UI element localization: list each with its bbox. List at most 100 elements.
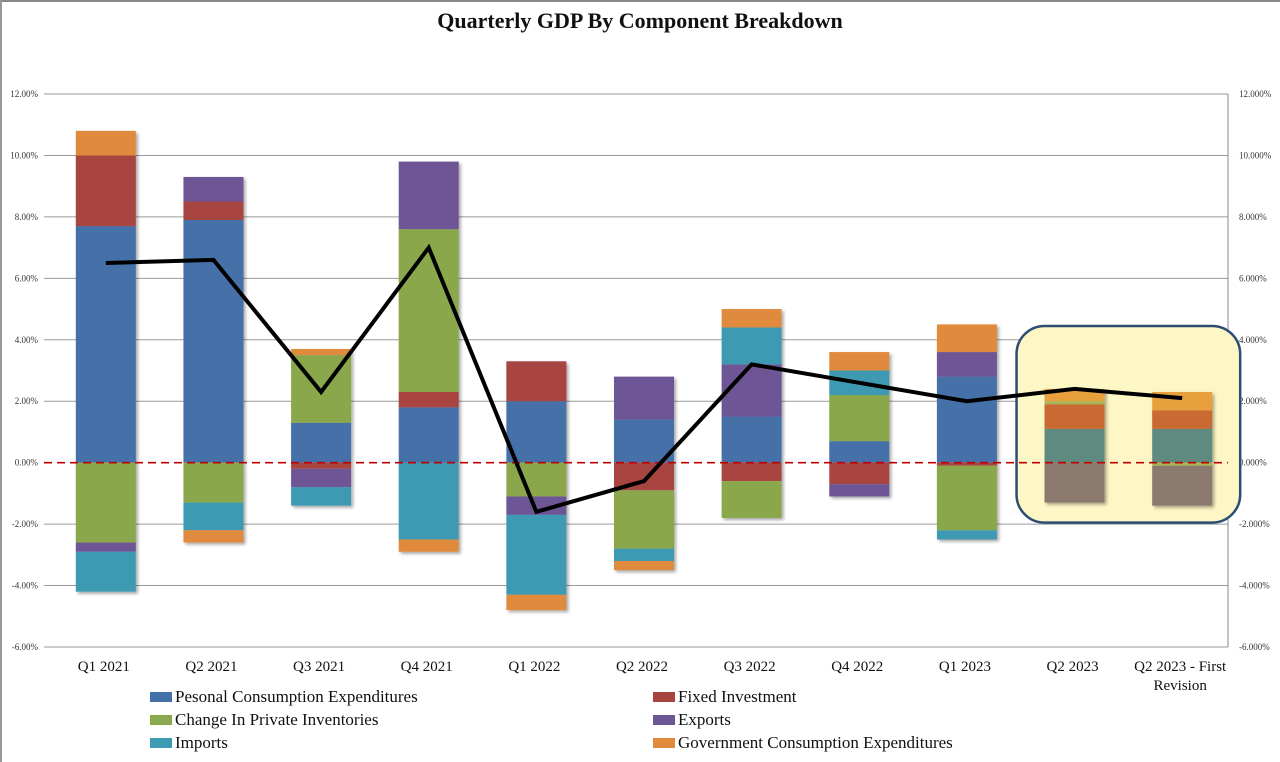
bar-segment-imp [75, 551, 136, 592]
bar-stack [1044, 388, 1105, 503]
bar-segment-pce [398, 407, 459, 463]
bar-segment-inv [75, 462, 136, 543]
legend-label: Fixed Investment [678, 687, 797, 706]
bar-segment-fi [1152, 410, 1213, 429]
legend-label: Government Consumption Expenditures [678, 733, 953, 752]
legend-label: Change In Private Inventories [175, 710, 379, 729]
gdp-line [105, 243, 1183, 515]
bar-stack [75, 130, 136, 592]
legend-item-exp: Exports [653, 710, 731, 730]
bar-segment-inv [183, 462, 244, 503]
x-tick-label: Q3 2021 [293, 659, 345, 675]
y-tick-label-left: -2.00% [12, 519, 39, 529]
bar-segment-inv [614, 490, 674, 549]
bar-segment-gov [291, 348, 352, 356]
chart-title: Quarterly GDP By Component Breakdown [437, 8, 843, 33]
legend-item-imp: Imports [150, 733, 228, 753]
frame-top-border [0, 0, 1280, 2]
bar-stack [506, 361, 567, 611]
y-tick-label-right: -2.000% [1239, 519, 1270, 529]
bar-segment-imp [614, 548, 674, 561]
bar-segment-fi [1044, 404, 1105, 429]
bar-segment-gov [75, 130, 136, 156]
bar-segment-imp [506, 514, 567, 595]
bar-segment-fi [829, 462, 890, 485]
y-tick-label-right: 2.000% [1239, 396, 1267, 406]
bar-segment-fi [398, 392, 459, 408]
legend-item-inv: Change In Private Inventories [150, 710, 378, 730]
bar-segment-fi [721, 462, 782, 482]
legend-label: Imports [175, 733, 228, 752]
bar-stack [1152, 392, 1213, 506]
bar-segment-inv [398, 229, 459, 393]
x-tick-label: Q3 2022 [724, 659, 776, 675]
legend-swatch [150, 692, 172, 702]
bar-segment-inv [936, 465, 997, 531]
bar-segment-exp [398, 161, 459, 230]
bar-segment-pce [936, 376, 997, 463]
legend-swatch [653, 692, 675, 702]
bar-segment-fi [75, 155, 136, 227]
bar-segment-imp [936, 530, 997, 540]
x-tick-label: Q1 2022 [508, 659, 560, 675]
y-tick-label-left: 2.00% [15, 396, 39, 406]
y-tick-label-right: 12.000% [1239, 89, 1272, 99]
legend-swatch [653, 738, 675, 748]
bar-segment-imp [183, 502, 244, 531]
legend-swatch [653, 715, 675, 725]
bar-segment-exp [506, 496, 567, 515]
bar-segment-fi [183, 201, 244, 220]
bar-segment-pce [183, 219, 244, 463]
y-tick-label-left: -4.00% [12, 581, 39, 591]
y-tick-label-right: 6.000% [1239, 273, 1267, 283]
bar-segment-fi [506, 361, 567, 402]
bar-segment-pce [829, 441, 890, 463]
bar-stack [398, 161, 459, 552]
legend-item-fi: Fixed Investment [653, 687, 797, 707]
y-tick-label-left: 8.00% [15, 212, 39, 222]
y-tick-label-left: 6.00% [15, 273, 39, 283]
bar-segment-imp [721, 327, 782, 365]
bar-stack [721, 309, 782, 518]
bar-segment-pce [1152, 428, 1213, 463]
bar-segment-imp [1152, 465, 1213, 506]
bar-segment-pce [1044, 428, 1105, 463]
bar-stack [936, 324, 997, 540]
bar-segment-imp [1044, 462, 1105, 503]
y-tick-label-right: -4.000% [1239, 581, 1270, 591]
bar-segment-inv [1044, 401, 1105, 405]
bar-segment-pce [506, 401, 567, 463]
y-tick-label-right: 0.000% [1239, 458, 1267, 468]
bar-segment-gov [398, 539, 459, 552]
y-tick-label-right: -6.000% [1239, 642, 1270, 652]
bar-stack [829, 352, 890, 497]
frame-left-border [0, 0, 2, 762]
bar-segment-gov [721, 309, 782, 328]
legend-item-gov: Government Consumption Expenditures [653, 733, 953, 753]
y-tick-label-left: 4.00% [15, 335, 39, 345]
bar-segment-exp [829, 484, 890, 497]
x-tick-label: Q1 2021 [78, 659, 130, 675]
bar-segment-exp [183, 176, 244, 202]
y-tick-label-left: 12.00% [10, 89, 38, 99]
y-tick-label-right: 4.000% [1239, 335, 1267, 345]
bar-stack [183, 176, 244, 543]
bar-segment-gov [614, 560, 674, 571]
y-tick-label-right: 8.000% [1239, 212, 1267, 222]
x-tick-label: Q2 2022 [616, 659, 668, 675]
bar-segment-gov [183, 530, 244, 543]
legend-label: Exports [678, 710, 731, 729]
x-tick-label: Revision [1154, 678, 1208, 694]
bar-segment-exp [721, 364, 782, 417]
x-tick-label: Q1 2023 [939, 659, 991, 675]
bar-segment-inv [829, 395, 890, 442]
x-tick-label: Q2 2023 [1046, 659, 1098, 675]
legend-item-pce: Pesonal Consumption Expenditures [150, 687, 418, 707]
y-tick-label-left: -6.00% [12, 642, 39, 652]
bar-segment-exp [936, 352, 997, 377]
bar-segment-gov [936, 324, 997, 353]
y-tick-label-right: 10.000% [1239, 150, 1272, 160]
bar-stack [291, 348, 352, 506]
bar-segment-pce [721, 416, 782, 463]
